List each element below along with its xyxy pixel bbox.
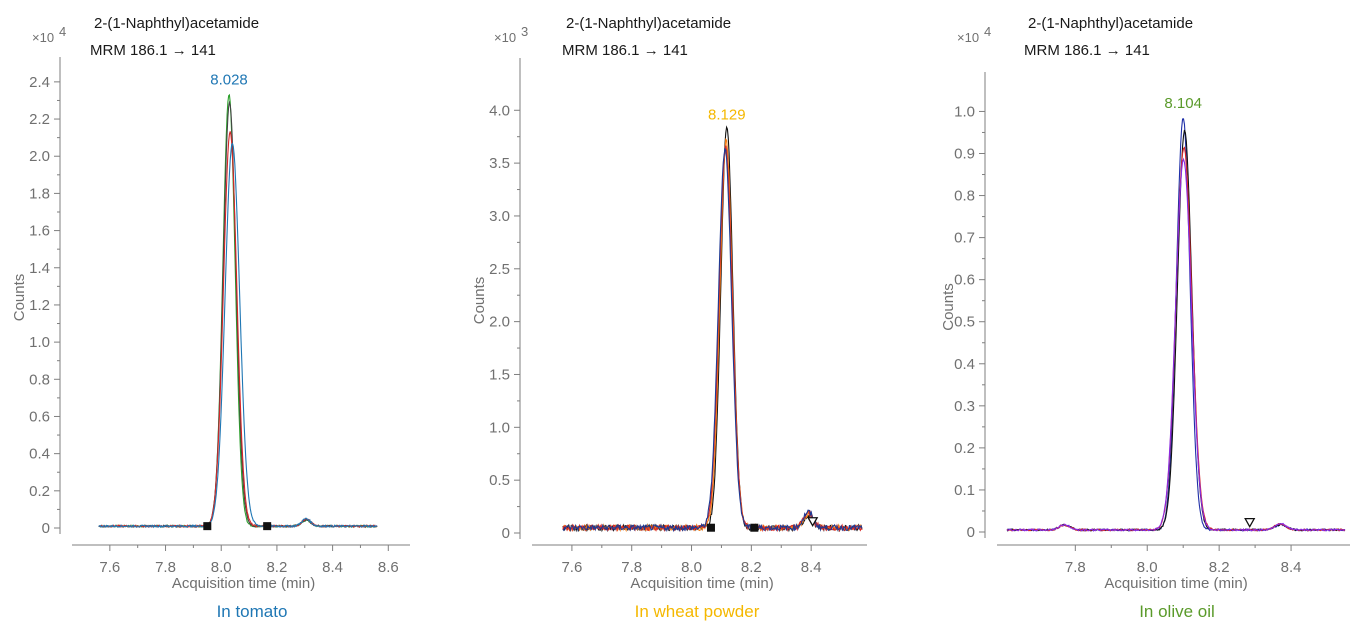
y-tick-label: 0.1 (954, 482, 975, 499)
x-axis-title: Acquisition time (min) (172, 575, 315, 592)
x-tick-label: 8.0 (1137, 559, 1158, 576)
y-tick-label: 0.4 (29, 446, 50, 463)
y-tick-label: 1.0 (954, 103, 975, 120)
x-tick-label: 8.2 (266, 559, 287, 576)
y-tick-label: 2.0 (29, 148, 50, 165)
y-tick-label: 0.6 (29, 408, 50, 425)
y-tick-label: 0 (967, 524, 975, 541)
y-tick-label: 0.8 (954, 188, 975, 205)
chart-panel: 2-(1-Naphthyl)acetamide MRM 186.1 → 141 ×1… (940, 15, 1350, 621)
mrm-transition: MRM 186.1 → 141 (1024, 42, 1150, 59)
peak-label: 8.028 (210, 72, 248, 89)
y-tick-label: 1.0 (29, 334, 50, 351)
y-tick-label: 2.5 (489, 261, 510, 278)
chart-caption: In wheat powder (635, 602, 760, 621)
x-tick-label: 7.8 (621, 559, 642, 576)
y-tick-label: 0.2 (29, 483, 50, 500)
y-tick-label: 1.4 (29, 260, 50, 277)
x-tick-label: 8.0 (211, 559, 232, 576)
compound-name: 2-(1-Naphthyl)acetamide (94, 15, 259, 32)
open-marker (807, 517, 819, 528)
y-tick-label: 0.6 (954, 272, 975, 289)
series-line (1006, 157, 1346, 532)
x-tick-label: 7.8 (155, 559, 176, 576)
y-tick-label: 0.9 (954, 145, 975, 162)
x-axis-title: Acquisition time (min) (1104, 575, 1247, 592)
integration-marker (263, 522, 272, 531)
y-tick-label: 1.5 (489, 366, 510, 383)
y-tick-label: 0.2 (954, 440, 975, 457)
compound-name: 2-(1-Naphthyl)acetamide (1028, 15, 1193, 32)
y-tick-label: 0.8 (29, 371, 50, 388)
x-axis-title: Acquisition time (min) (630, 575, 773, 592)
integration-marker (203, 522, 212, 531)
y-tick-label: 1.2 (29, 297, 50, 314)
y-tick-label: 0.7 (954, 230, 975, 247)
y-multiplier-exponent: 4 (59, 24, 66, 39)
y-tick-label: 0.5 (954, 314, 975, 331)
integration-marker (750, 523, 759, 532)
y-tick-label: 1.0 (489, 419, 510, 436)
y-tick-label: 0.5 (489, 472, 510, 489)
y-multiplier-exponent: 4 (984, 24, 991, 39)
y-tick-label: 1.6 (29, 223, 50, 240)
x-tick-label: 8.4 (801, 559, 822, 576)
y-multiplier: ×10 (957, 30, 979, 45)
y-multiplier: ×10 (32, 30, 54, 45)
series-line (562, 147, 863, 533)
series-line (98, 131, 378, 529)
y-tick-label: 2.2 (29, 111, 50, 128)
compound-name: 2-(1-Naphthyl)acetamide (566, 15, 731, 32)
x-tick-label: 7.6 (99, 559, 120, 576)
y-tick-label: 2.0 (489, 314, 510, 331)
integration-marker (706, 523, 715, 532)
x-tick-label: 8.0 (681, 559, 702, 576)
y-tick-label: 3.0 (489, 208, 510, 225)
y-axis-title: Counts (11, 274, 28, 322)
x-tick-label: 8.2 (1209, 559, 1230, 576)
peak-label: 8.129 (708, 106, 746, 123)
series-line (1006, 129, 1346, 532)
y-axis-title: Counts (471, 277, 488, 325)
series-line (98, 142, 378, 529)
mrm-transition: MRM 186.1 → 141 (90, 42, 216, 59)
chart-caption: In tomato (217, 602, 288, 621)
y-tick-label: 3.5 (489, 155, 510, 172)
peak-label: 8.104 (1164, 95, 1202, 112)
chart-panel: 2-(1-Naphthyl)acetamide MRM 186.1 → 141 ×1… (11, 15, 410, 621)
y-multiplier-exponent: 3 (521, 24, 528, 39)
chart-panel: 2-(1-Naphthyl)acetamide MRM 186.1 → 141 ×1… (471, 15, 867, 621)
y-tick-label: 0.3 (954, 398, 975, 415)
y-tick-label: 0.4 (954, 356, 975, 373)
y-axis-title: Counts (940, 283, 957, 331)
x-tick-label: 7.6 (561, 559, 582, 576)
x-tick-label: 7.8 (1065, 559, 1086, 576)
x-tick-label: 8.4 (322, 559, 343, 576)
y-tick-label: 0 (502, 525, 510, 542)
y-tick-label: 2.4 (29, 74, 50, 91)
chart-caption: In olive oil (1139, 602, 1215, 621)
x-tick-label: 8.2 (741, 559, 762, 576)
x-tick-label: 8.4 (1281, 559, 1302, 576)
open-marker (1244, 517, 1256, 528)
y-tick-label: 0 (42, 520, 50, 537)
y-tick-label: 4.0 (489, 102, 510, 119)
y-multiplier: ×10 (494, 30, 516, 45)
mrm-transition: MRM 186.1 → 141 (562, 42, 688, 59)
x-tick-label: 8.6 (378, 559, 399, 576)
y-tick-label: 1.8 (29, 185, 50, 202)
